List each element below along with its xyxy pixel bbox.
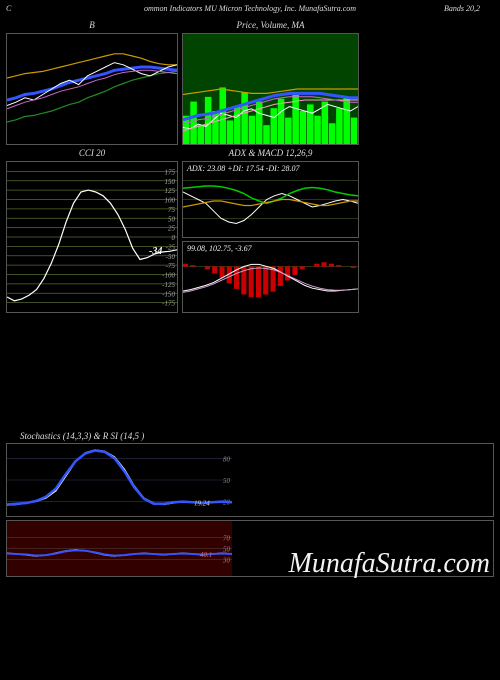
panel-macd: 99.08, 102.75, -3.67 [182,241,359,313]
panel-bbands: B [6,33,178,145]
chart-stoch: 80502019.24 [7,444,232,516]
header-right: Bands 20,2 [444,4,480,13]
cci-title: CCI 20 [79,148,105,158]
page-header: C ommon Indicators MU Micron Technology,… [0,0,500,17]
chart-bbands [7,34,177,144]
svg-text:100: 100 [165,197,176,205]
chart-adx [183,162,358,237]
panel-price: Price, Volume, MA [182,33,359,145]
chart-price [183,34,358,144]
svg-text:150: 150 [165,178,176,186]
panel-cci: CCI 20 1751501251007550250-25-50-75-100-… [6,161,178,313]
svg-text:25: 25 [168,225,176,233]
row3-title: Stochastics (14,3,3) & R SI (14,5 ) [0,431,500,441]
svg-text:75: 75 [168,206,176,214]
svg-text:50: 50 [223,546,231,554]
svg-text:50: 50 [223,477,231,485]
header-left: C [6,4,11,13]
adx-title: ADX & MACD 12,26,9 [229,148,313,158]
svg-text:-50: -50 [166,253,176,261]
svg-text:70: 70 [223,535,231,543]
svg-text:-75: -75 [166,262,176,270]
svg-text:19.24: 19.24 [194,499,210,507]
panel-stack-right: ADX & MACD 12,26,9 ADX: 23.08 +DI: 17.54… [182,161,359,313]
row-2: CCI 20 1751501251007550250-25-50-75-100-… [0,161,500,313]
svg-text:-125: -125 [162,281,175,289]
watermark: MunafaSutra.com [289,548,490,580]
spacer [0,317,500,417]
svg-text:-34: -34 [149,246,162,257]
svg-text:50: 50 [168,215,176,223]
svg-text:-100: -100 [162,272,175,280]
svg-text:175: 175 [165,168,176,176]
macd-label: 99.08, 102.75, -3.67 [187,244,252,253]
svg-text:-175: -175 [162,300,175,308]
price-title: Price, Volume, MA [237,20,305,30]
svg-text:80: 80 [223,455,231,463]
header-center: ommon Indicators MU Micron Technology, I… [144,4,356,13]
svg-text:0: 0 [172,234,176,242]
row-1: B Price, Volume, MA [0,33,500,145]
svg-text:40.1: 40.1 [200,551,212,559]
panel-adx: ADX & MACD 12,26,9 ADX: 23.08 +DI: 17.54… [182,161,359,238]
chart-cci: 1751501251007550250-25-50-75-100-125-150… [7,162,177,312]
svg-text:125: 125 [165,187,176,195]
chart-rsi: 70 50 30 40.1 [7,521,232,576]
bbands-title: B [89,20,95,30]
svg-text:30: 30 [222,557,231,565]
svg-text:-150: -150 [162,290,175,298]
panel-stoch: 80502019.24 [6,443,494,517]
adx-label: ADX: 23.08 +DI: 17.54 -DI: 28.07 [187,164,300,173]
